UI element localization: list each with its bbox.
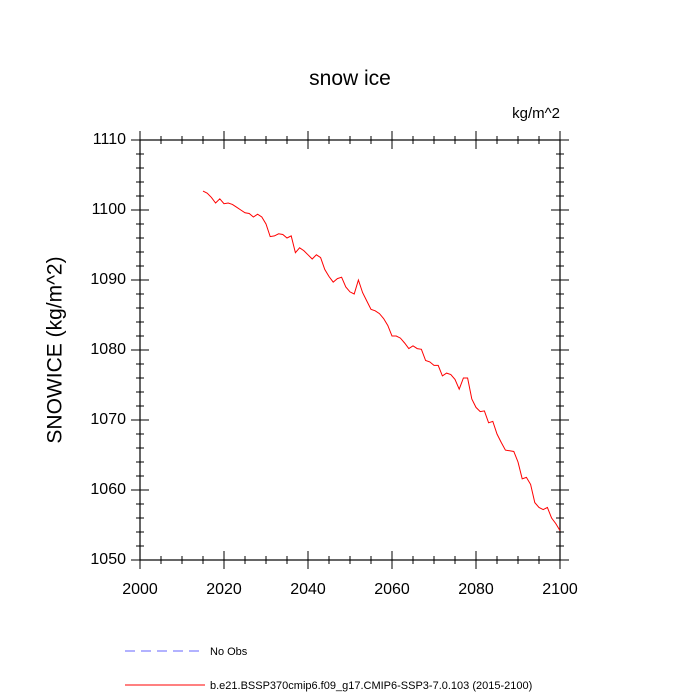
x-tick-label: 2040 — [290, 581, 326, 598]
y-tick-label: 1100 — [92, 201, 127, 218]
data-line — [202, 190, 561, 531]
legend-label: No Obs — [210, 646, 248, 658]
units-label: kg/m^2 — [512, 105, 560, 122]
x-tick-label: 2000 — [122, 581, 158, 598]
chart-title: snow ice — [309, 67, 391, 90]
x-tick-label: 2080 — [458, 581, 494, 598]
y-tick-label: 1110 — [93, 131, 126, 148]
x-tick-label: 2020 — [206, 581, 242, 598]
y-tick-label: 1060 — [90, 481, 126, 498]
y-axis-label: SNOWICE (kg/m^2) — [44, 256, 67, 443]
y-tick-label: 1070 — [90, 411, 126, 428]
y-tick-label: 1090 — [90, 271, 126, 288]
plot-frame — [139, 139, 561, 561]
x-tick-label: 2100 — [542, 581, 578, 598]
y-tick-label: 1050 — [90, 551, 126, 568]
legend-label: b.e21.BSSP370cmip6.f09_g17.CMIP6-SSP3-7.… — [210, 680, 532, 692]
x-tick-label: 2060 — [374, 581, 410, 598]
y-tick-label: 1080 — [90, 341, 126, 358]
